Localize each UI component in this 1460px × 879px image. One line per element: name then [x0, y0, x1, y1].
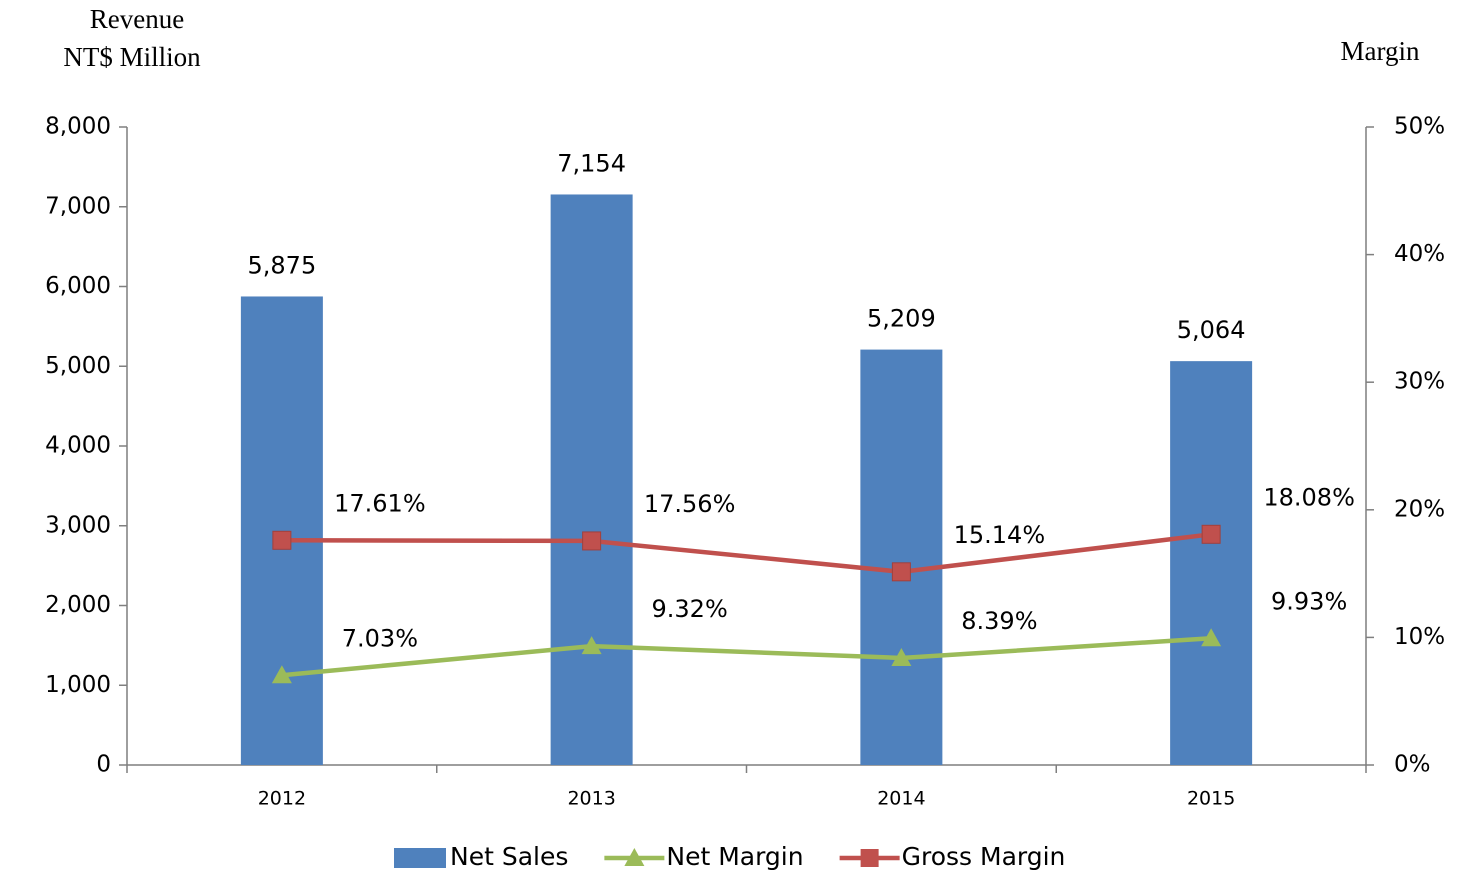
data-label: 9.32% — [652, 595, 728, 623]
legend-marker — [860, 849, 879, 867]
y2-tick-label: 50% — [1394, 114, 1445, 140]
y-tick-label: 6,000 — [45, 273, 111, 299]
bar — [240, 296, 323, 765]
y-tick-label: 0 — [96, 752, 111, 778]
y2-axis-title: Margin — [1341, 36, 1420, 66]
x-tick-label: 2013 — [567, 788, 615, 810]
marker — [891, 647, 912, 666]
bar — [860, 349, 943, 765]
data-label: 8.39% — [961, 607, 1037, 635]
x-tick-label: 2012 — [258, 788, 306, 810]
legend-label: Net Margin — [666, 842, 803, 871]
bar — [550, 194, 633, 765]
y-tick-label: 1,000 — [45, 672, 111, 698]
data-label: 17.56% — [644, 490, 736, 518]
data-label: 9.93% — [1271, 587, 1347, 615]
data-label: 7.03% — [342, 624, 418, 652]
marker — [271, 665, 292, 684]
marker — [582, 531, 602, 551]
marker — [891, 562, 911, 582]
y-axis-title: Revenue — [90, 4, 184, 34]
y-axis-title: NT$ Million — [63, 42, 201, 72]
marker — [1201, 628, 1222, 647]
y-tick-label: 2,000 — [45, 592, 111, 618]
y2-tick-label: 20% — [1394, 496, 1445, 522]
data-label: 18.08% — [1263, 483, 1355, 511]
legend-label: Net Sales — [450, 842, 568, 871]
x-tick-label: 2015 — [1187, 788, 1235, 810]
line — [281, 532, 1212, 575]
legend-label: Gross Margin — [902, 842, 1066, 871]
data-label: 7,154 — [557, 149, 626, 177]
data-label: 5,064 — [1177, 316, 1246, 344]
marker — [1201, 524, 1221, 544]
y-tick-label: 5,000 — [45, 353, 111, 379]
y2-tick-label: 30% — [1394, 369, 1445, 395]
data-label: 15.14% — [954, 521, 1046, 549]
y2-tick-label: 10% — [1394, 624, 1445, 650]
y-tick-label: 8,000 — [45, 114, 111, 140]
legend-marker — [624, 848, 645, 866]
marker — [581, 636, 602, 655]
data-label: 5,209 — [867, 305, 936, 333]
data-label: 5,875 — [248, 251, 317, 279]
y2-tick-label: 0% — [1394, 752, 1431, 778]
bar — [1170, 361, 1253, 765]
y-tick-label: 4,000 — [45, 433, 111, 459]
y-tick-label: 7,000 — [45, 193, 111, 219]
y2-tick-label: 40% — [1394, 241, 1445, 267]
marker — [272, 530, 292, 550]
x-tick-label: 2014 — [877, 788, 925, 810]
legend-swatch — [394, 848, 446, 868]
data-label: 17.61% — [334, 489, 426, 517]
y-tick-label: 3,000 — [45, 512, 111, 538]
line — [281, 636, 1212, 678]
